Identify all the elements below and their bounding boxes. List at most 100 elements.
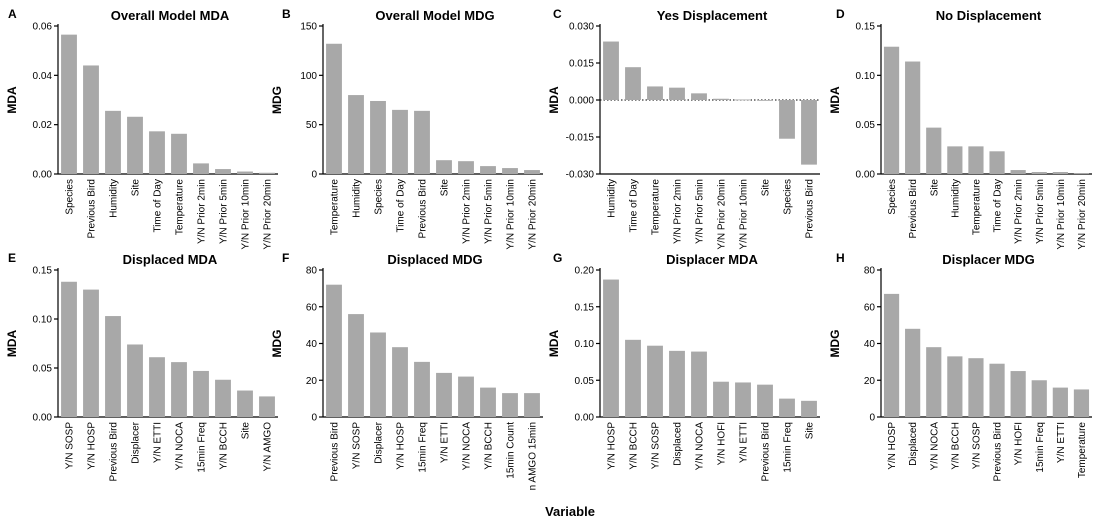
x-tick-label: Y/N BCCH bbox=[629, 422, 640, 470]
bar bbox=[502, 393, 518, 417]
bar bbox=[83, 65, 99, 174]
y-tick-label: 0.05 bbox=[33, 364, 53, 375]
bar bbox=[237, 390, 253, 417]
bar bbox=[647, 345, 663, 417]
bar bbox=[259, 396, 275, 417]
panel-title: Overall Model MDA bbox=[111, 8, 230, 23]
x-tick-label: Humidity bbox=[109, 179, 120, 218]
bar bbox=[392, 109, 408, 174]
bar bbox=[348, 95, 364, 174]
x-tick-label: Y/N SOSP bbox=[651, 422, 662, 470]
x-tick-label: Temperature bbox=[1077, 422, 1088, 479]
panel-c: C Yes Displacement MDA -0.030 -0.015 0.000 0.0… bbox=[547, 7, 820, 250]
bar bbox=[1073, 173, 1090, 174]
bar bbox=[1073, 389, 1090, 417]
bar bbox=[691, 351, 707, 417]
bar bbox=[127, 116, 143, 174]
x-tick-label: Y/N Prior 20min bbox=[717, 179, 728, 250]
panel-title: No Displacement bbox=[936, 8, 1042, 23]
bar bbox=[193, 370, 209, 417]
x-tick-label: Displaced bbox=[908, 422, 919, 466]
x-tick-label: Displaced bbox=[673, 422, 684, 466]
x-tick-label: Y/N BCCH bbox=[950, 422, 961, 470]
y-tick-label: 0.00 bbox=[33, 170, 53, 181]
x-tick-label: Y/N Prior 10min bbox=[241, 179, 252, 250]
y-tick-label: 0.02 bbox=[33, 120, 53, 131]
y-tick-label: 0 bbox=[869, 413, 875, 424]
bar bbox=[625, 67, 641, 100]
y-axis-label: MDG bbox=[828, 330, 842, 358]
bar bbox=[414, 110, 430, 174]
panel-title: Displacer MDA bbox=[666, 252, 758, 267]
x-tick-label: Y/N Prior 20min bbox=[1077, 179, 1088, 250]
bar bbox=[603, 41, 619, 100]
y-tick-label: -0.030 bbox=[566, 170, 595, 181]
bar bbox=[669, 350, 685, 417]
bar bbox=[801, 400, 817, 417]
x-tick-label: Humidity bbox=[950, 179, 961, 218]
panel-title: Displaced MDG bbox=[387, 252, 482, 267]
bar bbox=[947, 356, 963, 417]
y-axis-label: MDA bbox=[547, 86, 561, 114]
bar bbox=[647, 86, 663, 100]
bar bbox=[757, 384, 773, 417]
x-tick-label: Site bbox=[440, 179, 451, 197]
y-axis-label: MDA bbox=[828, 86, 842, 114]
x-tick-label: Y/N Prior 5min bbox=[695, 179, 706, 244]
bar bbox=[603, 279, 619, 417]
y-axis-label: MDA bbox=[5, 86, 19, 114]
bar bbox=[370, 332, 386, 417]
panels: A Overall Model MDA MDA 0.00 0.02 0.04 0.06 Spe… bbox=[5, 7, 1092, 490]
bar bbox=[392, 347, 408, 417]
x-tick-label: Y/N NOCA bbox=[929, 422, 940, 471]
x-tick-label: Y/N HOSP bbox=[887, 422, 898, 470]
shared-x-axis-title: Variable bbox=[545, 504, 595, 519]
x-tick-label: Temperature bbox=[971, 179, 982, 236]
x-tick-label: Temperature bbox=[175, 179, 186, 236]
y-tick-label: 80 bbox=[306, 266, 318, 277]
x-tick-label: Y/N ETTI bbox=[1056, 422, 1067, 463]
x-tick-label: Time of Day bbox=[396, 179, 407, 233]
panel-h: H Displacer MDG MDG 0 20 40 60 80 Y/N HOSP Displa… bbox=[828, 251, 1092, 481]
bar bbox=[883, 46, 900, 174]
panel-title: Displacer MDG bbox=[942, 252, 1034, 267]
x-tick-label: Y/N SOSP bbox=[352, 422, 363, 470]
x-tick-label: Y/N NOCA bbox=[695, 422, 706, 471]
bar bbox=[414, 361, 430, 417]
bar bbox=[436, 160, 452, 174]
x-tick-label: Y/N Prior 20min bbox=[263, 179, 274, 250]
bar bbox=[458, 376, 474, 417]
bar bbox=[1010, 170, 1026, 174]
bar bbox=[905, 61, 921, 174]
panel-title: Displaced MDA bbox=[123, 252, 218, 267]
x-tick-label: Y/N ETTI bbox=[739, 422, 750, 463]
bar bbox=[326, 43, 342, 175]
bar bbox=[524, 393, 540, 417]
x-tick-label: Y/N Prior 5min bbox=[219, 179, 230, 244]
bar bbox=[968, 146, 984, 174]
x-tick-label: Site bbox=[131, 179, 142, 197]
bar bbox=[713, 381, 729, 417]
y-tick-label: 0.00 bbox=[575, 413, 595, 424]
bar bbox=[1010, 371, 1026, 417]
x-tick-label: Y/N NOCA bbox=[175, 422, 186, 471]
bar bbox=[713, 98, 729, 100]
x-tick-label: Humidity bbox=[352, 179, 363, 218]
bar bbox=[61, 34, 77, 175]
x-tick-label: Temperature bbox=[651, 179, 662, 236]
y-tick-label: 0 bbox=[311, 170, 317, 181]
x-tick-label: 15min Freq bbox=[197, 422, 208, 473]
x-tick-label: Y/N Prior 2min bbox=[1014, 179, 1025, 244]
x-tick-label: Previous Bird bbox=[87, 179, 98, 238]
bar bbox=[237, 171, 253, 174]
x-tick-label: 15min Count bbox=[506, 422, 517, 479]
bar bbox=[669, 87, 685, 100]
bar bbox=[458, 161, 474, 174]
x-tick-label: Species bbox=[374, 179, 385, 215]
x-tick-label: Y/N NOCA bbox=[462, 422, 473, 471]
x-tick-label: Y/N Prior 2min bbox=[462, 179, 473, 244]
panel-letter: H bbox=[836, 251, 845, 265]
bar bbox=[83, 289, 99, 417]
x-tick-label: Time of Day bbox=[629, 179, 640, 233]
bar bbox=[149, 131, 165, 174]
